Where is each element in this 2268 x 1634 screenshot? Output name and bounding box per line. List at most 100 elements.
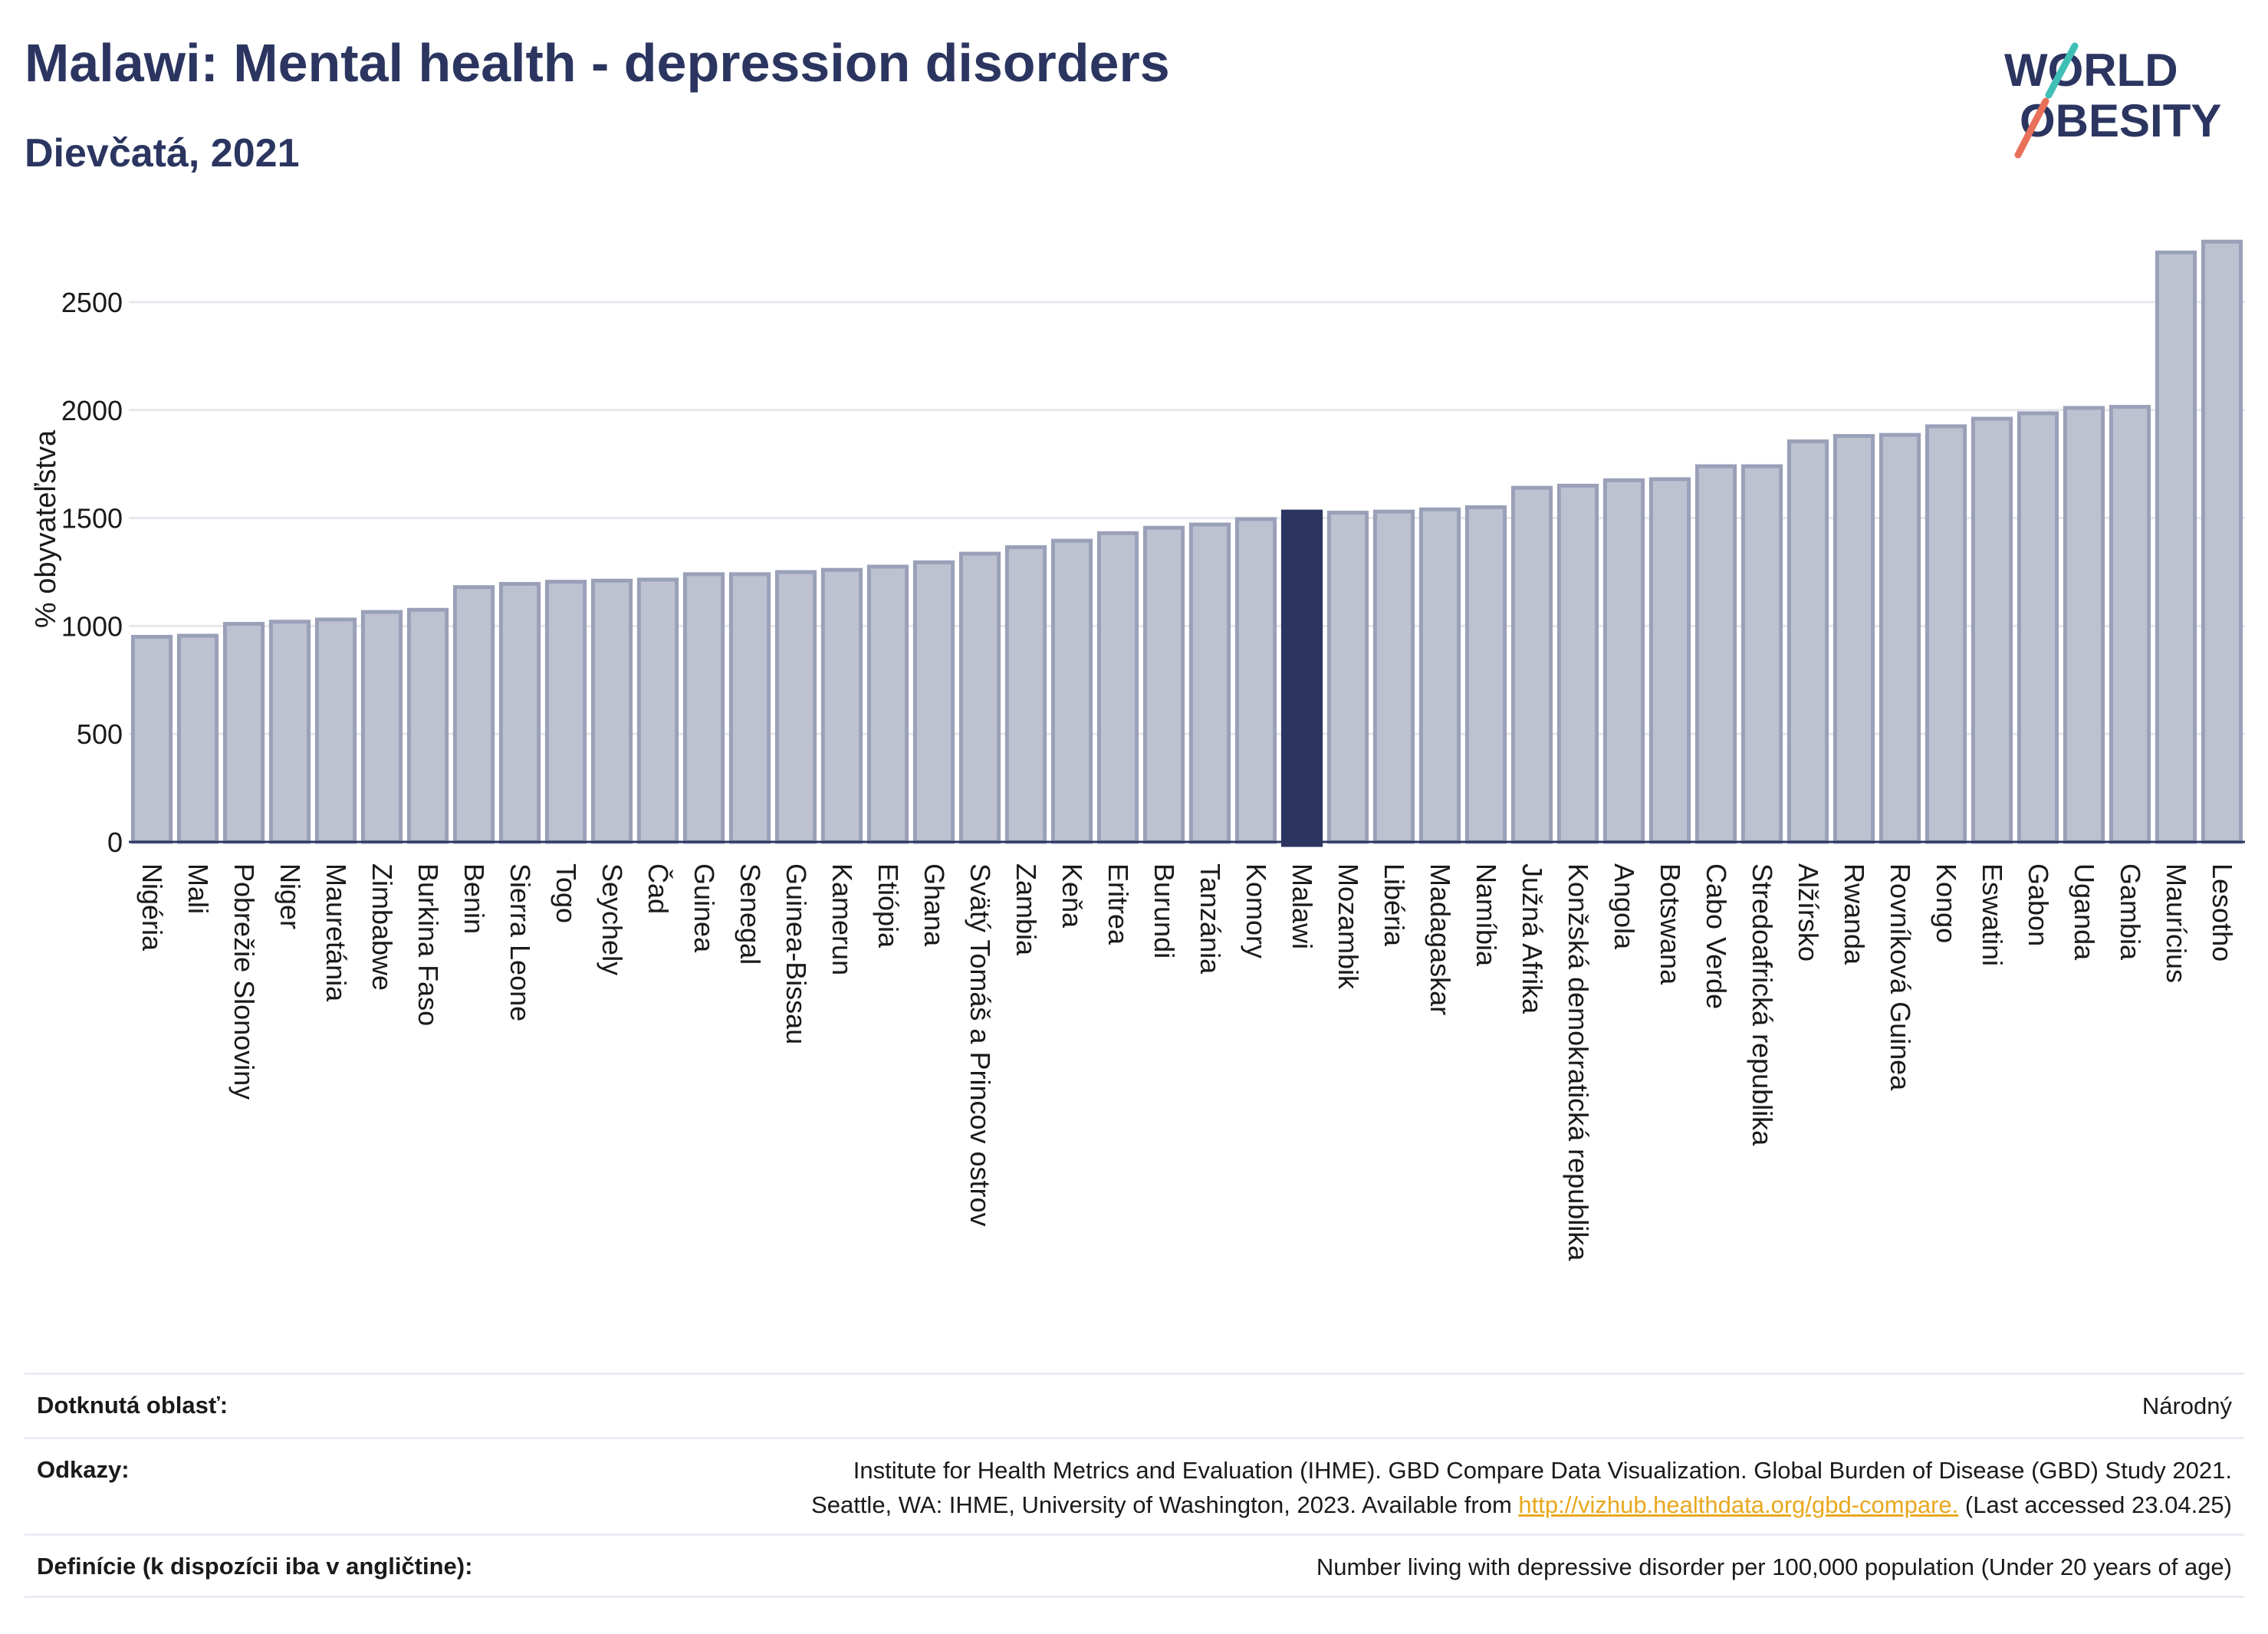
x-tick-label: Kongo xyxy=(1931,863,1962,943)
references-link[interactable]: http://vizhub.healthdata.org/gbd-compare… xyxy=(1518,1491,1959,1518)
x-tick-label: Namíbia xyxy=(1471,863,1502,967)
x-tick-label: Kamerun xyxy=(827,863,858,975)
bar xyxy=(2109,405,2151,844)
x-tick-label: Komory xyxy=(1241,863,1272,958)
references-line-2: Seattle, WA: IHME, University of Washing… xyxy=(811,1488,2232,1522)
x-tick-label: Nigéria xyxy=(136,863,168,952)
chart-subtitle: Dievčatá, 2021 xyxy=(25,131,300,176)
y-axis-title: % obyvateľstva xyxy=(30,429,62,628)
bar xyxy=(866,564,909,844)
info-table: Dotknutá oblasť: Národný Odkazy: Institu… xyxy=(25,1373,2244,1598)
world-obesity-logo: WORLD OBESITY xyxy=(2004,42,2221,159)
bar xyxy=(2063,406,2105,844)
x-tick-label: Stredoafrická republika xyxy=(1747,863,1778,1146)
bar xyxy=(1925,424,1967,844)
x-tick-label: Svätý Tomáš a Princov ostrov xyxy=(965,863,996,1227)
bar xyxy=(1556,483,1599,844)
bar-chart: 0 500 1000 1500 2000 2500 % obyvateľstva Nigéri… xyxy=(30,239,2245,1261)
bar xyxy=(176,633,219,844)
x-tick-label: Togo xyxy=(551,863,582,923)
info-row-references: Odkazy: Institute for Health Metrics and… xyxy=(25,1437,2244,1534)
x-tick-label: Ghana xyxy=(919,863,950,947)
x-tick-label: Senegal xyxy=(735,863,766,965)
x-tick-label: Čad xyxy=(643,863,674,914)
logo-line-1: WORLD xyxy=(2004,44,2178,96)
bar xyxy=(682,572,725,844)
x-tick-label: Keňa xyxy=(1057,863,1088,929)
x-tick-label: Mali xyxy=(182,863,214,914)
bar xyxy=(360,610,403,844)
bar xyxy=(1372,509,1415,844)
y-tick-label: 2500 xyxy=(61,287,123,318)
bar xyxy=(268,620,311,844)
info-row-definitions: Definície (k dispozícii iba v angličtine… xyxy=(25,1534,2244,1598)
bar xyxy=(590,578,633,844)
bar xyxy=(774,570,817,844)
bar xyxy=(912,560,955,844)
x-tick-label: Cabo Verde xyxy=(1701,863,1732,1009)
bar xyxy=(958,551,1001,844)
x-tick-label: Alžírsko xyxy=(1793,863,1824,962)
x-tick-label: Guinea-Bissau xyxy=(781,863,812,1044)
x-tick-label: Angola xyxy=(1609,863,1640,950)
x-tick-label: Mauretánia xyxy=(320,863,352,1002)
bar xyxy=(1832,434,1875,844)
x-tick-label: Sierra Leone xyxy=(505,863,536,1021)
x-tick-label: Mozambik xyxy=(1333,863,1364,990)
x-tick-label: Burkina Faso xyxy=(413,863,444,1026)
y-tick-label: 2000 xyxy=(61,395,123,426)
references-label: Odkazy: xyxy=(37,1456,130,1483)
bar xyxy=(222,622,265,844)
bar xyxy=(2155,250,2197,844)
x-tick-label: Maurícius xyxy=(2161,863,2192,983)
x-tick-label: Pobrežie Slonoviny xyxy=(228,863,260,1100)
references-value: Institute for Health Metrics and Evaluat… xyxy=(811,1453,2232,1522)
references-line-2-pre: Seattle, WA: IHME, University of Washing… xyxy=(811,1491,1519,1518)
references-line-2-post: (Last accessed 23.04.25) xyxy=(1958,1491,2232,1518)
bar xyxy=(1971,416,2013,844)
bar xyxy=(1418,507,1461,844)
y-tick-label: 500 xyxy=(77,718,123,750)
info-row-area: Dotknutá oblasť: Národný xyxy=(25,1373,2244,1437)
bar xyxy=(498,581,541,844)
bar xyxy=(130,634,173,844)
x-tick-label: Eswatini xyxy=(1977,863,2008,966)
bar xyxy=(2201,239,2243,844)
x-tick-label: Lesotho xyxy=(2207,863,2238,962)
definitions-label: Definície (k dispozícii iba v angličtine… xyxy=(37,1553,473,1580)
x-tick-label: Zimbabwe xyxy=(366,863,398,991)
bar xyxy=(406,607,449,844)
bar xyxy=(1464,505,1507,844)
bar xyxy=(1096,531,1139,844)
bar xyxy=(452,585,495,844)
bar xyxy=(1234,517,1277,844)
bar xyxy=(728,572,771,844)
x-tick-label: Madagaskar xyxy=(1425,863,1456,1015)
bar xyxy=(820,567,863,844)
chart-title: Malawi: Mental health - depression disor… xyxy=(25,33,1170,93)
bar xyxy=(1280,509,1323,847)
logo-line-2: OBESITY xyxy=(2020,95,2221,146)
bar xyxy=(1740,464,1783,844)
x-tick-label: Zambia xyxy=(1011,863,1042,956)
bar xyxy=(544,580,587,844)
bar xyxy=(636,577,679,844)
x-tick-label: Eritrea xyxy=(1103,863,1134,945)
bar xyxy=(1188,522,1231,844)
x-tick-label: Malawi xyxy=(1287,863,1318,949)
x-tick-label: Libéria xyxy=(1379,863,1410,947)
bar xyxy=(2017,411,2059,844)
x-tick-label: Rovníková Guinea xyxy=(1885,863,1916,1091)
bar xyxy=(1142,525,1185,844)
x-tick-label: Gabon xyxy=(2023,863,2054,946)
x-tick-label: Niger xyxy=(274,863,306,929)
y-tick-label: 0 xyxy=(107,827,123,858)
x-tick-label: Uganda xyxy=(2069,863,2100,961)
x-tick-label: Burundi xyxy=(1149,863,1180,958)
bar xyxy=(1694,464,1737,844)
x-tick-label: Botswana xyxy=(1655,863,1686,985)
bar xyxy=(1050,538,1093,844)
x-tick-label: Konžská demokratická republika xyxy=(1563,863,1594,1261)
bar xyxy=(1602,478,1645,844)
bar xyxy=(1648,477,1691,844)
